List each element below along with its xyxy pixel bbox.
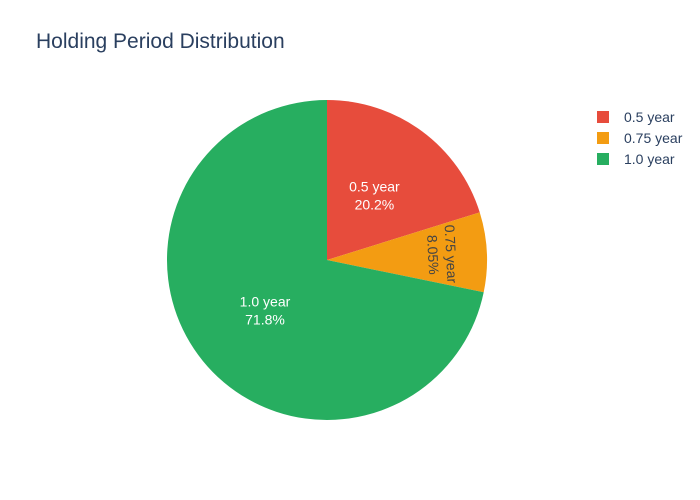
- legend-swatch: [597, 152, 609, 165]
- slice-label: 0.5 year 20.2%: [349, 179, 400, 213]
- legend-label: 0.75 year: [624, 129, 683, 146]
- legend-item-0-5-year[interactable]: 0.5 year: [597, 106, 682, 127]
- legend-item-1-0-year[interactable]: 1.0 year: [597, 148, 682, 169]
- slice-percent-label: 8.05%: [424, 235, 442, 275]
- slice-category-label: 0.75 year: [442, 224, 461, 283]
- slice-label: 1.0 year 71.8%: [240, 294, 291, 328]
- legend-label: 1.0 year: [624, 150, 675, 167]
- chart-title: Holding Period Distribution: [36, 30, 285, 53]
- slice-category-label: 0.5 year: [349, 179, 400, 195]
- pie-slice-0-5-year[interactable]: [327, 100, 480, 260]
- legend-label: 0.5 year: [624, 108, 675, 125]
- slice-category-label: 1.0 year: [240, 294, 291, 310]
- slice-percent-label: 20.2%: [355, 197, 395, 213]
- pie-slice-0-75-year[interactable]: [327, 212, 487, 293]
- slice-percent-label: 71.8%: [245, 312, 285, 328]
- legend-swatch: [597, 110, 609, 123]
- legend-item-0-75-year[interactable]: 0.75 year: [597, 127, 682, 148]
- pie-slice-1-0-year[interactable]: [166, 100, 484, 420]
- legend-swatch: [597, 131, 609, 144]
- legend: 0.5 year 0.75 year 1.0 year: [597, 106, 682, 169]
